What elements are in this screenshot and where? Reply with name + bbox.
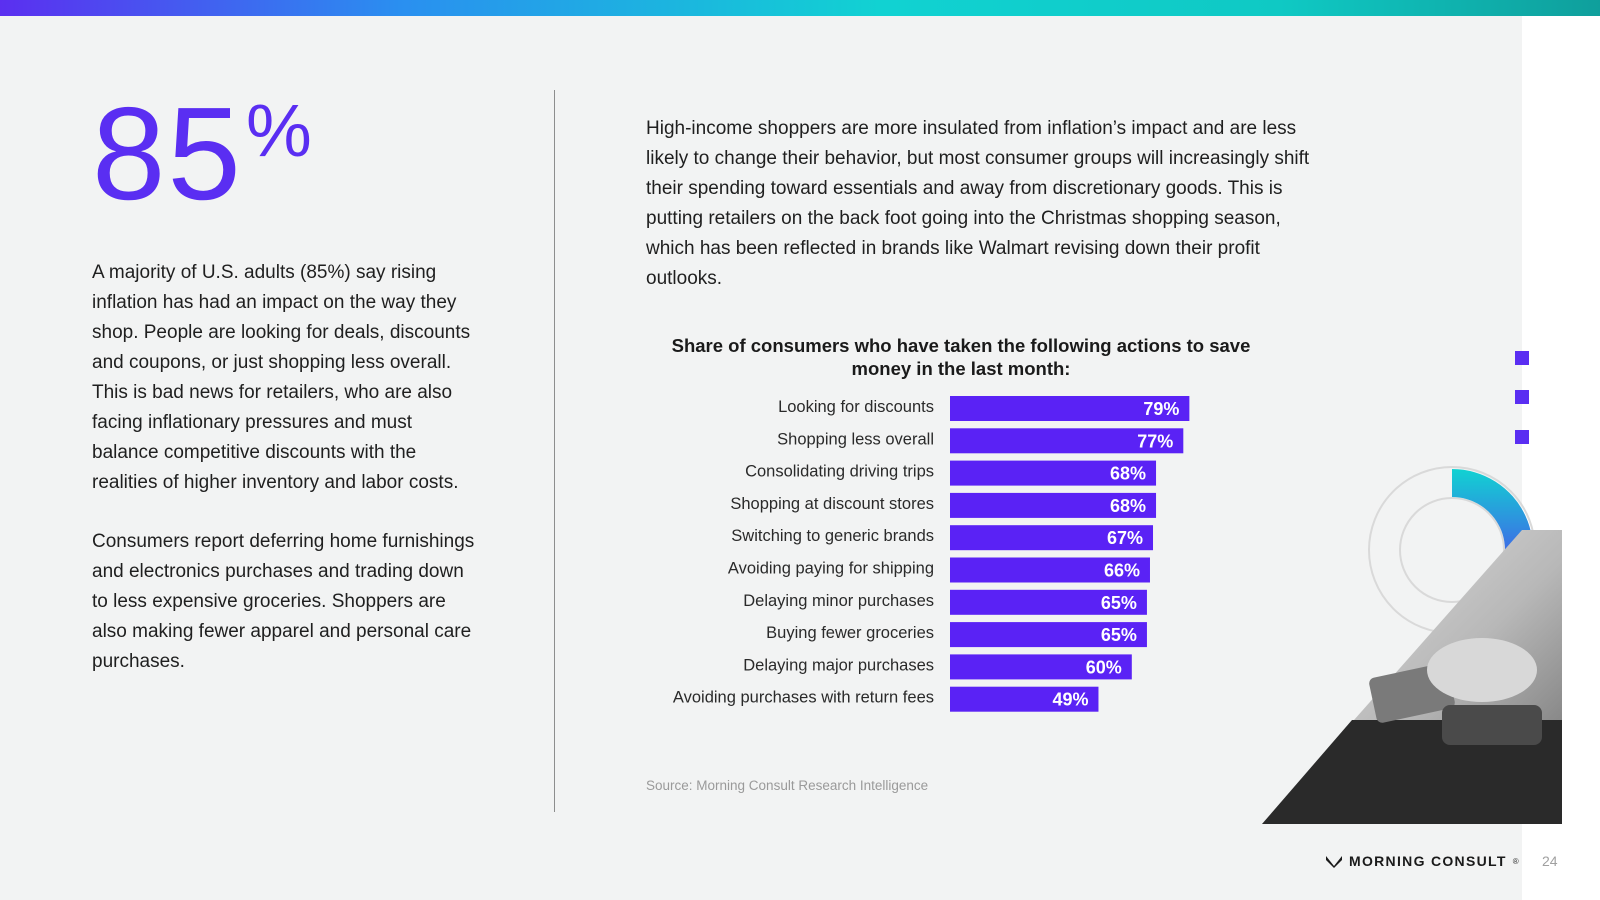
value-label: 68% [1110, 496, 1146, 516]
brand-registered-mark: ® [1512, 856, 1519, 866]
left-paragraph-2: Consumers report deferring home furnishi… [92, 531, 475, 672]
headline-stat-percent-sign: % [246, 89, 312, 172]
bar [950, 396, 1190, 421]
vertical-divider [554, 90, 555, 812]
bar [950, 589, 1147, 615]
bar [950, 557, 1150, 583]
photo-counter-shadow [1262, 720, 1562, 824]
category-label: Shopping at discount stores [730, 495, 934, 513]
intro-paragraph: High-income shoppers are more insulated … [646, 118, 1310, 289]
accent-square-3 [1515, 430, 1529, 444]
bar [950, 525, 1154, 551]
brand-name: MORNING CONSULT [1349, 853, 1507, 869]
source-note: Source: Morning Consult Research Intelli… [646, 778, 929, 793]
category-label: Consolidating driving trips [745, 463, 934, 481]
headline-stat-number: 85 [92, 80, 243, 227]
chart-title: Share of consumers who have taken the fo… [671, 335, 1251, 379]
value-label: 66% [1104, 561, 1140, 581]
category-label: Delaying major purchases [743, 656, 934, 674]
category-label: Shopping less overall [777, 430, 934, 448]
bar [950, 686, 1099, 712]
brand-logo: MORNING CONSULT ® [1325, 853, 1519, 869]
category-label: Looking for discounts [778, 398, 934, 416]
value-label: 65% [1101, 625, 1137, 645]
left-paragraph-1: A majority of U.S. adults (85%) say risi… [92, 262, 471, 493]
value-label: 60% [1086, 657, 1122, 677]
page-number: 24 [1542, 853, 1558, 869]
decorative-photo [1262, 530, 1562, 824]
accent-square-2 [1515, 390, 1529, 404]
value-label: 49% [1052, 690, 1088, 710]
photo-card-reader [1442, 705, 1542, 745]
bar-chart: Looking for discounts 79% Shopping less ov… [673, 396, 1190, 712]
category-label: Avoiding paying for shipping [728, 560, 934, 578]
value-label: 67% [1107, 528, 1143, 548]
category-label: Avoiding purchases with return fees [673, 689, 934, 707]
category-label: Delaying minor purchases [743, 592, 934, 610]
value-label: 65% [1101, 593, 1137, 613]
bar [950, 428, 1184, 454]
category-label: Buying fewer groceries [766, 624, 934, 642]
bar [950, 654, 1132, 680]
bar [950, 492, 1157, 518]
category-label: Switching to generic brands [731, 527, 934, 545]
value-label: 68% [1110, 464, 1146, 484]
bar [950, 622, 1147, 648]
accent-square-1 [1515, 351, 1529, 365]
donut-inner-ring [1399, 497, 1505, 603]
bar [950, 460, 1157, 486]
value-label: 79% [1143, 399, 1179, 419]
brand-mark-icon [1326, 856, 1342, 868]
top-gradient-bar [0, 0, 1600, 16]
left-body-text: A majority of U.S. adults (85%) say risi… [92, 258, 482, 706]
photo-hand [1427, 638, 1537, 702]
headline-stat: 85 % [92, 88, 312, 220]
value-label: 77% [1137, 431, 1173, 451]
